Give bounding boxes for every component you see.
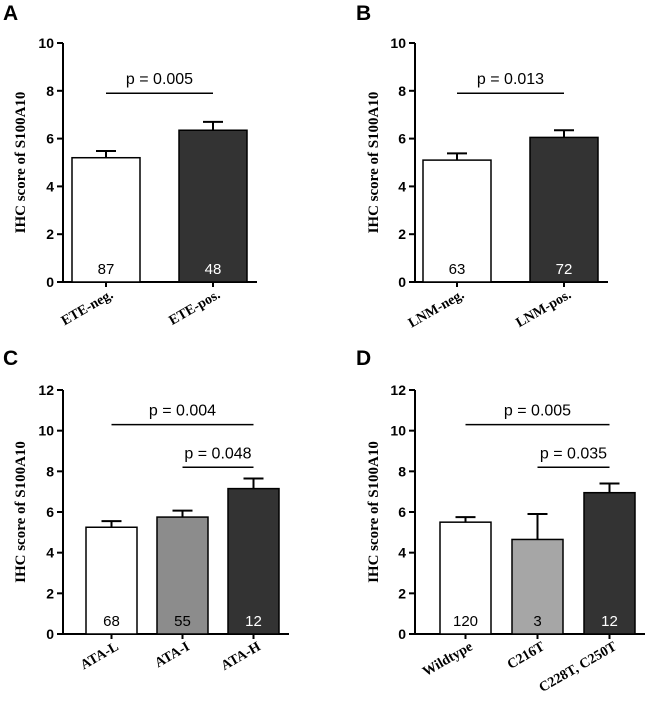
category-label: ETE-pos. bbox=[167, 287, 223, 328]
y-tick-label: 0 bbox=[398, 274, 406, 290]
y-tick-label: 4 bbox=[46, 545, 54, 561]
y-tick-label: 8 bbox=[398, 463, 406, 479]
panel-letter: A bbox=[3, 2, 18, 25]
sample-size-label: 3 bbox=[533, 613, 541, 630]
y-tick-label: 12 bbox=[390, 382, 406, 398]
sample-size-label: 87 bbox=[98, 261, 115, 278]
p-value-label: p = 0.035 bbox=[540, 445, 607, 462]
y-tick-label: 2 bbox=[46, 585, 54, 601]
category-label: ATA-H bbox=[219, 639, 264, 674]
y-tick-label: 8 bbox=[398, 83, 406, 99]
category-label: C216T bbox=[505, 639, 548, 673]
sample-size-label: 12 bbox=[245, 613, 262, 630]
y-axis-label: IHC score of S100A10 bbox=[366, 92, 382, 234]
sample-size-label: 12 bbox=[601, 613, 618, 630]
bar bbox=[511, 538, 564, 635]
category-label: LNM-pos. bbox=[514, 287, 574, 331]
bar bbox=[583, 491, 636, 635]
category-label: LNM-neg. bbox=[406, 287, 467, 331]
category-label: ETE-neg. bbox=[59, 287, 116, 329]
sample-size-label: 55 bbox=[174, 613, 191, 630]
y-tick-label: 2 bbox=[398, 585, 406, 601]
y-axis-label: IHC score of S100A10 bbox=[13, 92, 29, 234]
y-tick-label: 6 bbox=[46, 504, 54, 520]
sample-size-label: 63 bbox=[449, 261, 466, 278]
panel-letter: D bbox=[356, 347, 371, 370]
bar bbox=[227, 487, 280, 635]
p-value-label: p = 0.048 bbox=[184, 445, 251, 462]
y-tick-label: 0 bbox=[46, 274, 54, 290]
sample-size-label: 48 bbox=[205, 261, 222, 278]
bar bbox=[71, 156, 141, 283]
p-value-label: p = 0.005 bbox=[126, 71, 193, 88]
y-tick-label: 10 bbox=[390, 35, 406, 51]
category-label: C228T, C250T bbox=[537, 639, 620, 696]
y-tick-label: 2 bbox=[398, 226, 406, 242]
y-tick-label: 4 bbox=[398, 178, 406, 194]
panel-letter: C bbox=[3, 347, 18, 370]
panel-letter: B bbox=[356, 2, 371, 25]
sample-size-label: 72 bbox=[556, 261, 573, 278]
sample-size-label: 120 bbox=[453, 613, 478, 630]
y-tick-label: 8 bbox=[46, 463, 54, 479]
bar bbox=[156, 516, 209, 635]
y-tick-label: 0 bbox=[398, 626, 406, 642]
category-label: ATA-I bbox=[152, 639, 192, 671]
p-value-label: p = 0.005 bbox=[504, 403, 571, 420]
y-axis-label: IHC score of S100A10 bbox=[366, 441, 382, 583]
p-value-label: p = 0.004 bbox=[149, 403, 216, 420]
bar bbox=[439, 521, 492, 635]
y-tick-label: 8 bbox=[46, 83, 54, 99]
y-axis-label: IHC score of S100A10 bbox=[13, 441, 29, 583]
y-tick-label: 10 bbox=[390, 423, 406, 439]
y-tick-label: 10 bbox=[38, 35, 54, 51]
category-label: Wildtype bbox=[420, 639, 475, 679]
y-tick-label: 6 bbox=[398, 504, 406, 520]
y-tick-label: 4 bbox=[46, 178, 54, 194]
bar bbox=[85, 526, 138, 635]
y-tick-label: 0 bbox=[46, 626, 54, 642]
y-tick-label: 6 bbox=[46, 131, 54, 147]
y-tick-label: 2 bbox=[46, 226, 54, 242]
y-tick-label: 6 bbox=[398, 131, 406, 147]
y-tick-label: 12 bbox=[38, 382, 54, 398]
bar bbox=[178, 129, 248, 283]
y-tick-label: 4 bbox=[398, 545, 406, 561]
y-tick-label: 10 bbox=[38, 423, 54, 439]
category-label: ATA-L bbox=[78, 639, 121, 673]
sample-size-label: 68 bbox=[103, 613, 120, 630]
p-value-label: p = 0.013 bbox=[477, 71, 544, 88]
